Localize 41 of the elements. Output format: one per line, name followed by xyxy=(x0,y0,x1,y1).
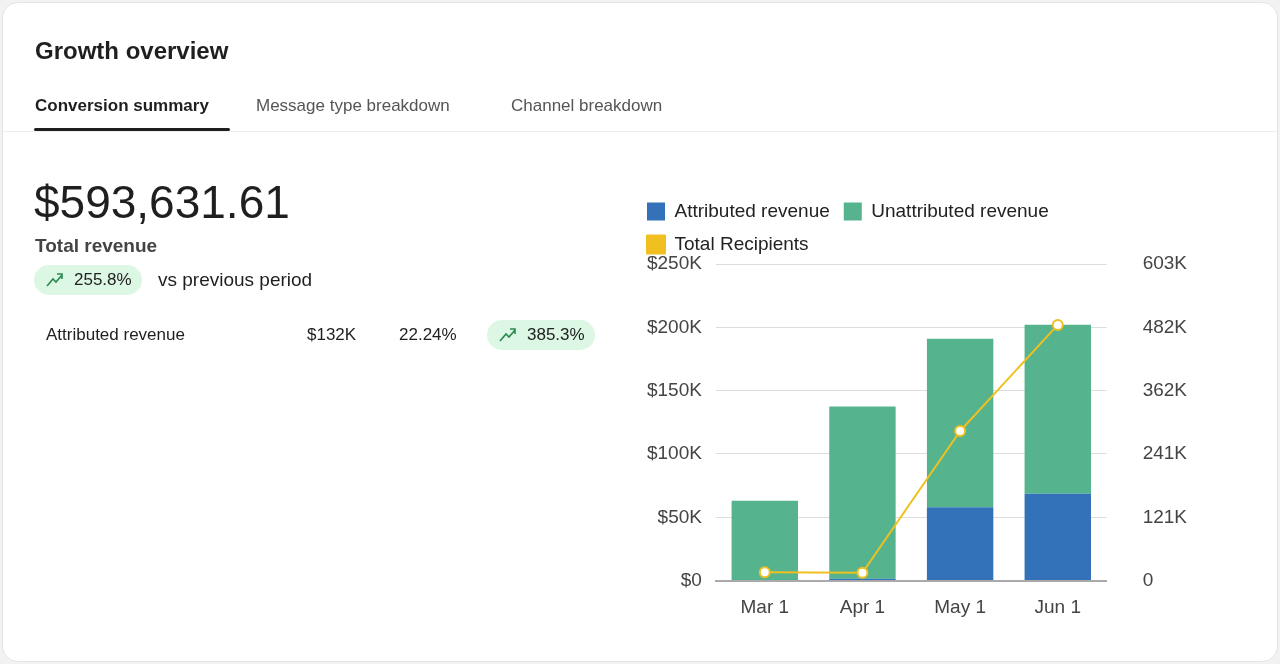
bar xyxy=(926,338,994,508)
y2-tick-label: 241K xyxy=(1142,442,1188,464)
bar xyxy=(926,507,994,581)
y-tick-label: $50K xyxy=(657,505,703,527)
y-tick-label: $100K xyxy=(646,442,703,464)
y2-tick-label: 482K xyxy=(1142,315,1188,337)
legend-label: Total Recipients xyxy=(674,232,809,254)
point xyxy=(954,424,967,437)
point xyxy=(856,566,869,579)
y2-tick-label: 362K xyxy=(1142,378,1188,400)
legend-label: Unattributed revenue xyxy=(871,199,1049,221)
x-tick-label: Mar 1 xyxy=(740,596,790,618)
y-tick-label: $200K xyxy=(646,315,703,337)
x-tick-label: Apr 1 xyxy=(839,596,886,618)
legend-label: Attributed revenue xyxy=(674,199,830,221)
y2-tick-label: 603K xyxy=(1142,252,1188,274)
text: 385.3% xyxy=(527,325,585,344)
x-tick-label: Jun 1 xyxy=(1034,596,1082,618)
y-tick-label: $150K xyxy=(646,378,703,400)
text: Conversion summary xyxy=(35,96,209,116)
y-tick-label: $250K xyxy=(646,252,703,274)
text: Message type breakdown xyxy=(256,96,450,116)
y2-tick-label: 0 xyxy=(1142,568,1154,590)
y2-tick-label: 121K xyxy=(1142,505,1188,527)
text: Growth overview xyxy=(35,37,229,65)
text: Channel breakdown xyxy=(511,96,663,116)
x-tick-label: May 1 xyxy=(934,596,986,618)
text: Attributed revenue xyxy=(46,325,185,345)
text: $132K xyxy=(307,325,357,345)
point xyxy=(758,566,771,579)
text: 255.8% xyxy=(74,270,132,289)
bar xyxy=(829,406,896,579)
bar xyxy=(1024,493,1091,581)
text: vs previous period xyxy=(158,269,313,291)
point xyxy=(1051,318,1064,331)
bar xyxy=(731,500,798,580)
bar xyxy=(1024,324,1091,494)
text: Total revenue xyxy=(35,235,158,257)
y-tick-label: $0 xyxy=(680,568,702,590)
text: 22.24% xyxy=(399,325,457,345)
text: $593,631.61 xyxy=(34,175,290,229)
